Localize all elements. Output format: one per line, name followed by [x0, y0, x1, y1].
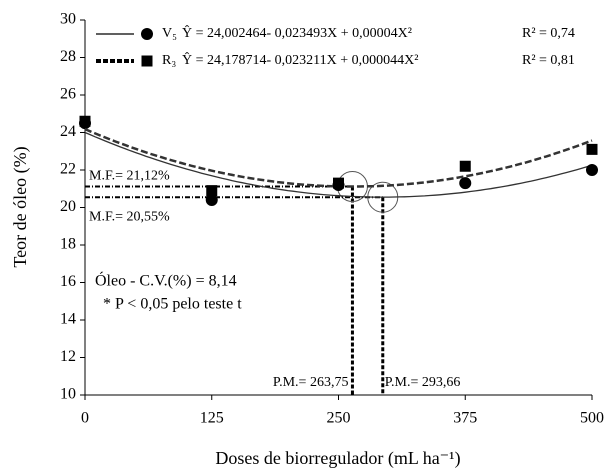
y-tick-label: 22: [60, 161, 76, 178]
y-tick-label: 12: [60, 348, 76, 365]
point: [459, 160, 471, 172]
point: [206, 185, 218, 197]
x-tick-label: 375: [453, 410, 477, 427]
fit-curve: [84, 131, 593, 198]
y-tick-label: 26: [60, 86, 76, 103]
point: [333, 177, 344, 189]
optimum-x-label: P.M.= 263,75: [273, 375, 349, 390]
legend-name: R₃: [162, 53, 176, 68]
legend-r2: R² = 0,81: [522, 53, 575, 68]
optimum-x-label: P.M.= 293,66: [385, 375, 461, 390]
annotation: Óleo - C.V.(%) = 8,14: [95, 271, 237, 290]
point: [586, 164, 598, 176]
legend-name: V₅: [162, 26, 177, 41]
x-tick-label: 0: [81, 410, 89, 427]
y-tick-label: 28: [60, 48, 76, 65]
legend-r2: R² = 0,74: [522, 26, 575, 41]
legend-equation: Ŷ = 24,002464- 0,023493X + 0,00004X²: [182, 24, 412, 41]
optimum-y-label: M.F.= 21,12%: [89, 169, 170, 184]
x-axis-label: Doses de biorregulador (mL ha⁻¹): [215, 448, 460, 469]
point: [459, 177, 472, 190]
y-tick-label: 30: [60, 11, 76, 28]
y-tick-label: 18: [60, 236, 76, 253]
legend-equation: Ŷ = 24,178714- 0,023211X + 0,000044X²: [182, 51, 418, 68]
y-tick-label: 24: [60, 123, 76, 140]
y-axis-label: Teor de óleo (%): [10, 146, 31, 267]
x-tick-label: 125: [200, 410, 224, 427]
legend-marker: [141, 28, 153, 40]
y-tick-label: 16: [60, 273, 76, 290]
legend-marker: [141, 55, 153, 67]
x-tick-label: 500: [580, 410, 604, 427]
annotation: * P < 0,05 pelo teste t: [103, 296, 242, 313]
x-tick-label: 250: [327, 410, 351, 427]
y-tick-label: 10: [60, 386, 76, 403]
y-tick-label: 14: [60, 311, 76, 328]
point: [586, 143, 598, 155]
optimum-y-label: M.F.= 20,55%: [89, 209, 170, 224]
point: [205, 194, 218, 206]
y-tick-label: 20: [60, 198, 76, 215]
point: [79, 115, 91, 127]
